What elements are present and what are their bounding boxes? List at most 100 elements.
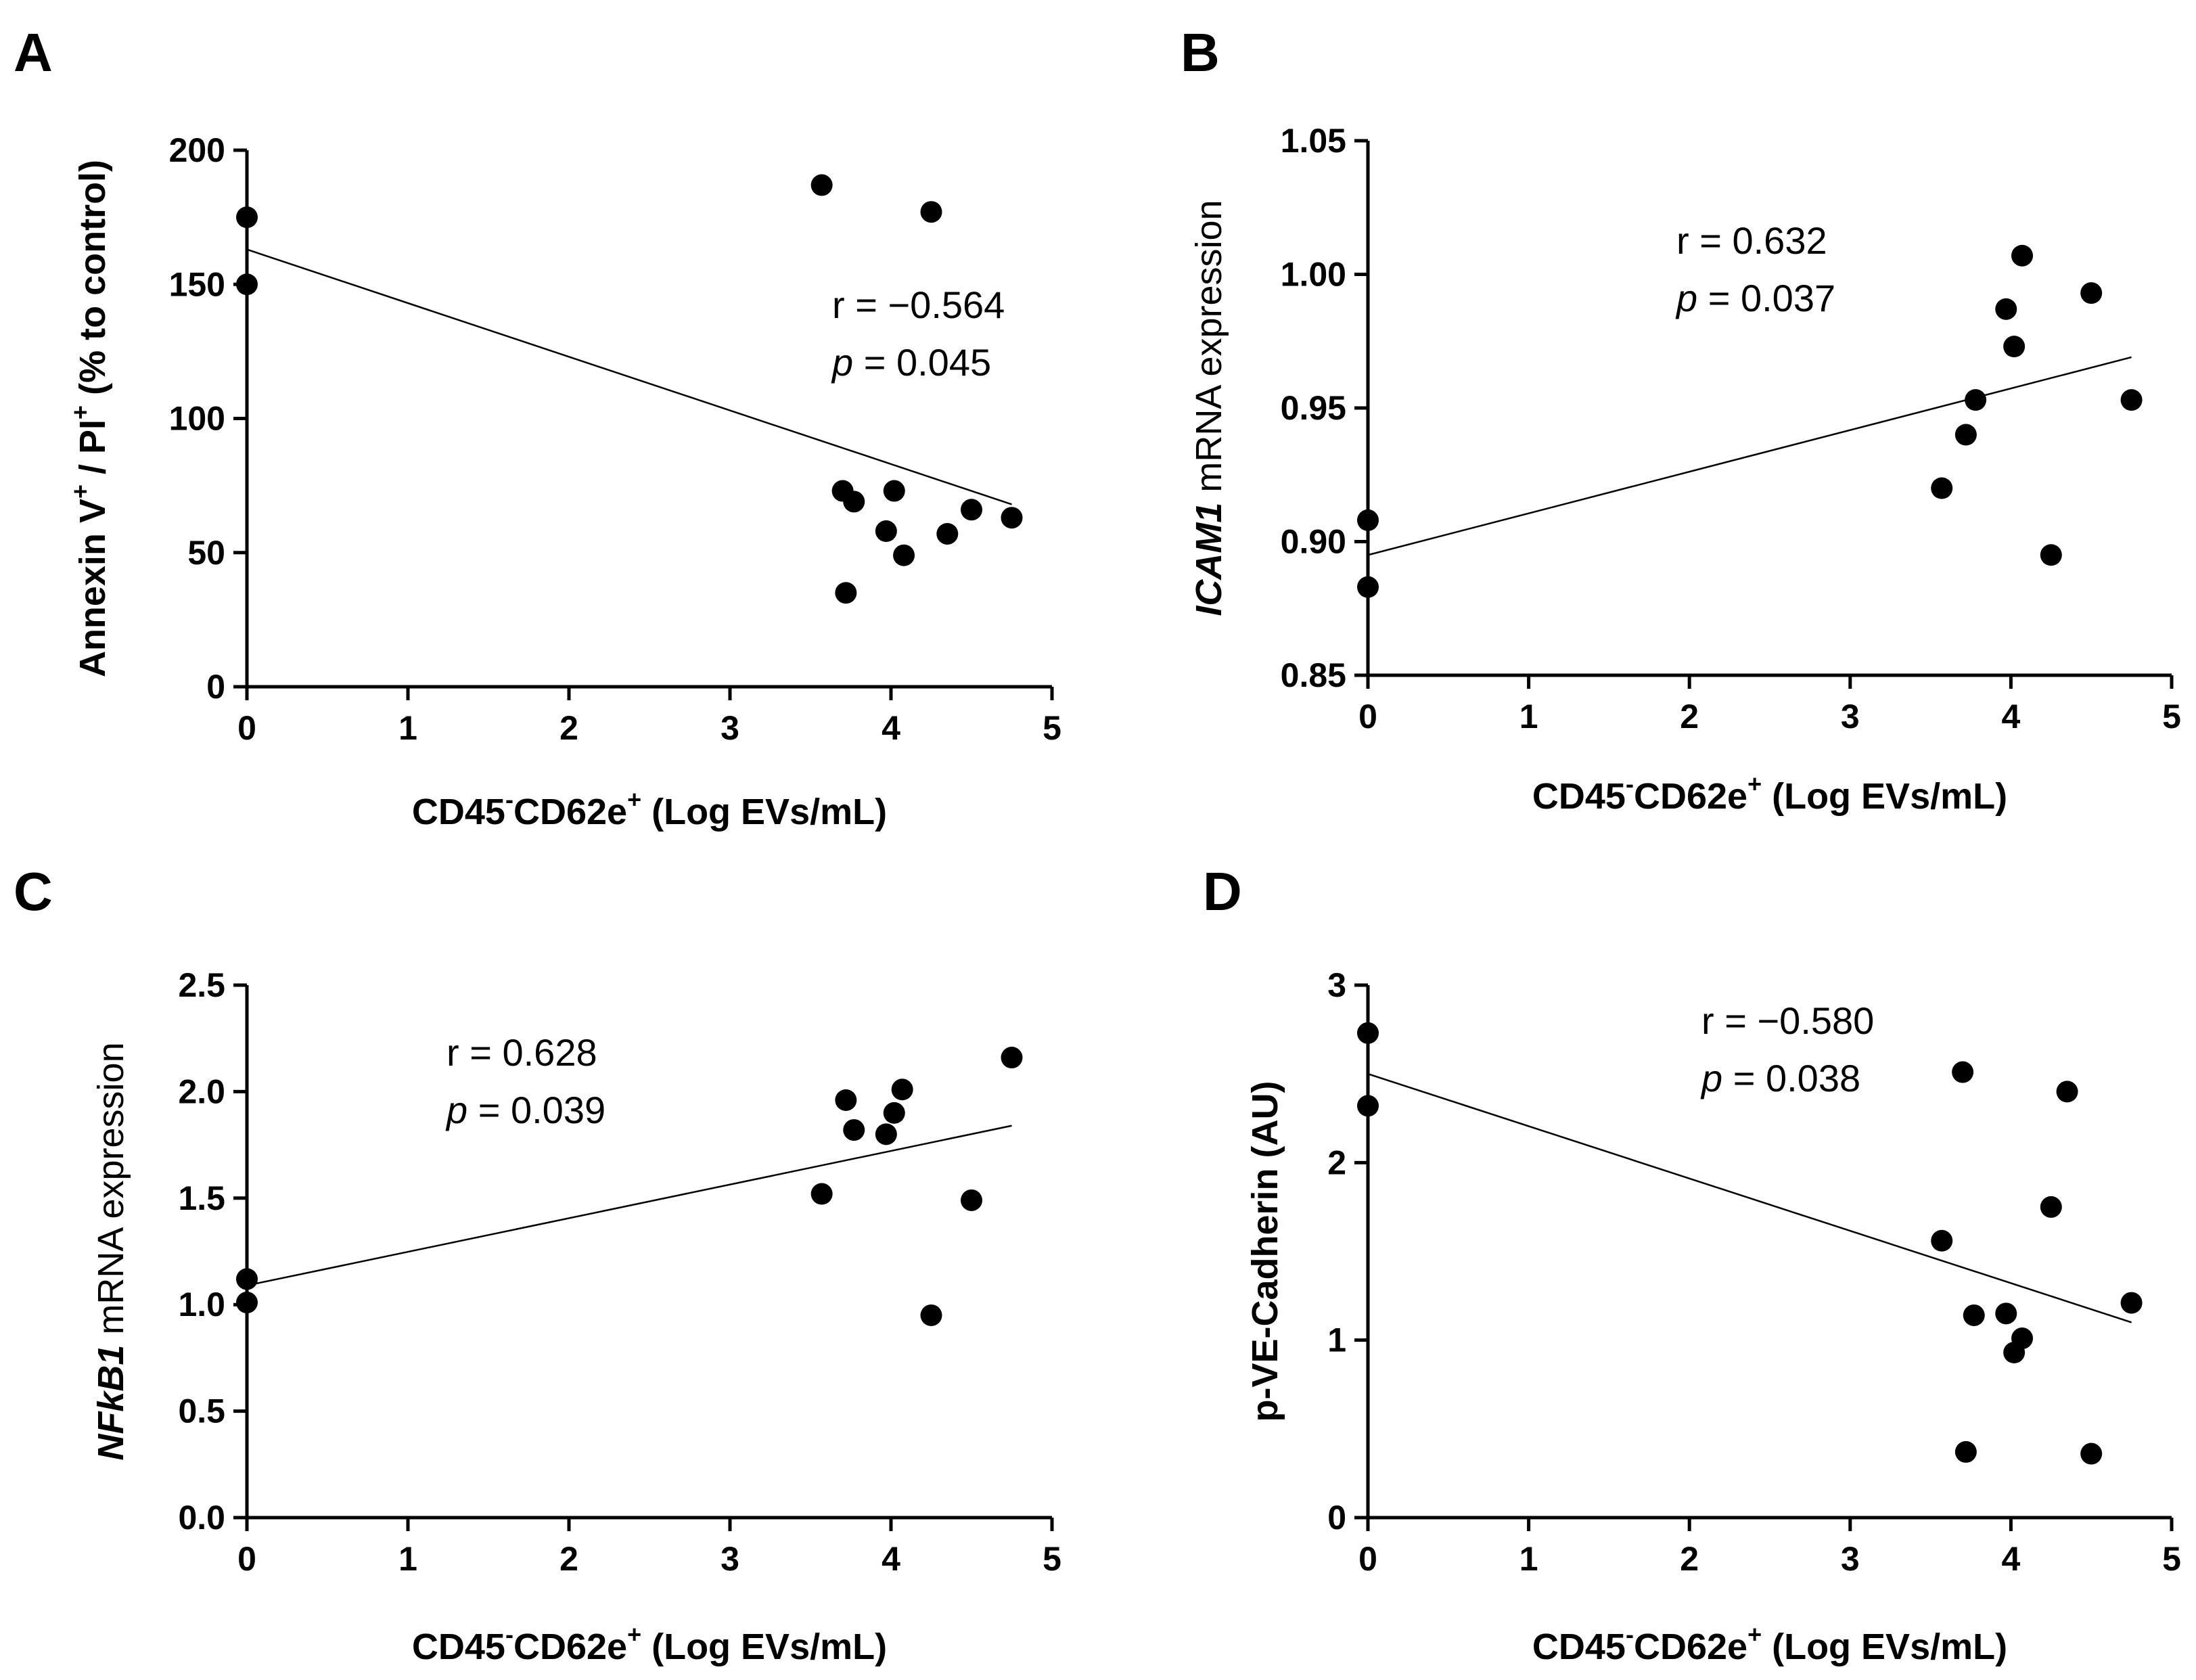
y-tick-label: 50	[187, 534, 225, 572]
y-tick-label: 1.00	[1281, 256, 1346, 294]
data-point	[2040, 544, 2062, 566]
x-tick-label: 4	[882, 709, 900, 747]
y-tick-label: 0.5	[178, 1392, 225, 1430]
x-tick-label: 2	[559, 709, 578, 747]
r-value: r = 0.632	[1676, 219, 1827, 262]
data-point	[1001, 507, 1023, 529]
x-tick-label: 1	[398, 1540, 417, 1578]
y-axis-title: p-VE-Cadherin (AU)	[1245, 1081, 1285, 1422]
y-tick-label: 0	[206, 668, 225, 706]
data-point	[1954, 1440, 1977, 1463]
x-tick-label: 1	[398, 709, 417, 747]
y-tick-label: 3	[1327, 966, 1346, 1004]
x-tick-label: 3	[1841, 1540, 1860, 1578]
y-tick-label: 0.85	[1281, 656, 1346, 694]
y-axis-title: ICAM1 mRNA expression	[1189, 200, 1229, 616]
y-tick-label: 200	[169, 131, 225, 169]
data-point	[236, 206, 258, 229]
data-point	[236, 273, 258, 296]
data-point	[2003, 336, 2026, 358]
x-axis-title: CD45-CD62e+ (Log EVs/mL)	[1532, 1620, 2007, 1667]
y-tick-label: 150	[169, 265, 225, 303]
data-point	[1357, 1022, 1379, 1044]
panel-label: C	[14, 861, 53, 922]
x-tick-label: 1	[1519, 698, 1538, 735]
x-tick-label: 4	[882, 1540, 900, 1578]
regression-line	[1367, 356, 2132, 556]
x-tick-label: 5	[1043, 709, 1061, 747]
y-tick-label: 100	[169, 400, 225, 438]
data-point	[2120, 389, 2143, 411]
data-point	[1931, 1229, 1953, 1252]
data-point	[2080, 282, 2103, 304]
y-axis-title: NFkB1 mRNA expression	[91, 1042, 131, 1460]
y-tick-label: 1.05	[1281, 122, 1346, 160]
data-point	[2080, 1443, 2103, 1465]
regression-line	[246, 248, 1012, 505]
panel-c: C 0 1 2 3 4 5 0.0 0.5 1.0 1.5 2.0 2.5 CD45-CD62e+ (Lo…	[14, 861, 1061, 1667]
y-tick-label: 0.0	[178, 1499, 225, 1537]
data-point	[883, 480, 905, 502]
data-point	[843, 1119, 865, 1141]
x-tick-label: 3	[1841, 698, 1860, 735]
data-point	[1001, 1047, 1023, 1069]
x-axis-title: CD45-CD62e+ (Log EVs/mL)	[1532, 770, 2007, 817]
data-point	[236, 1292, 258, 1314]
x-axis-title: CD45-CD62e+ (Log EVs/mL)	[412, 1620, 887, 1667]
x-tick-label: 3	[720, 709, 739, 747]
data-point	[1995, 1302, 2017, 1325]
data-point	[1954, 424, 1977, 446]
data-point	[893, 544, 915, 566]
data-point	[810, 1183, 833, 1205]
y-tick-label: 0	[1327, 1499, 1346, 1537]
x-tick-label: 0	[237, 709, 256, 747]
y-tick-label: 1.0	[178, 1286, 225, 1323]
data-point	[1357, 576, 1379, 598]
r-value: r = −0.580	[1701, 999, 1874, 1042]
data-point	[810, 174, 833, 196]
data-point	[891, 1079, 913, 1101]
r-value: r = −0.564	[832, 283, 1005, 326]
data-point	[1931, 477, 1953, 499]
regression-line	[1367, 1072, 2132, 1323]
x-tick-label: 3	[720, 1540, 739, 1578]
p-value: p = 0.045	[831, 341, 991, 384]
x-tick-label: 4	[2001, 698, 2020, 735]
x-tick-label: 2	[1680, 698, 1699, 735]
data-point	[961, 499, 982, 521]
data-point	[1952, 1061, 1974, 1083]
y-tick-label: 1	[1327, 1321, 1346, 1359]
y-tick-label: 2.5	[178, 966, 225, 1004]
x-tick-label: 2	[559, 1540, 578, 1578]
data-point	[920, 201, 942, 223]
data-point	[2056, 1081, 2078, 1103]
y-tick-label: 2.0	[178, 1072, 225, 1110]
panel-d: D 0 1 2 3 4 5 0 1 2 3 CD45-CD62e+ (Log EVs/mL) p-VE-…	[1203, 861, 2181, 1667]
data-point	[835, 582, 857, 604]
y-tick-label: 1.5	[178, 1179, 225, 1217]
data-point	[2011, 244, 2034, 267]
x-tick-label: 2	[1680, 1540, 1699, 1578]
data-point	[875, 520, 897, 543]
regression-line	[246, 1125, 1012, 1287]
data-point	[236, 1268, 258, 1290]
x-axis-title: CD45-CD62e+ (Log EVs/mL)	[412, 786, 887, 832]
data-point	[961, 1189, 982, 1211]
data-point	[1995, 298, 2017, 320]
data-point	[920, 1304, 942, 1326]
x-tick-label: 5	[2162, 1540, 2181, 1578]
x-tick-label: 5	[1043, 1540, 1061, 1578]
y-tick-label: 0.90	[1281, 523, 1346, 561]
x-tick-label: 5	[2162, 698, 2181, 735]
x-tick-label: 0	[237, 1540, 256, 1578]
panel-label: B	[1181, 22, 1220, 83]
data-point	[2120, 1292, 2143, 1314]
data-point	[835, 1089, 857, 1111]
data-point	[2040, 1196, 2062, 1218]
y-tick-label: 2	[1327, 1143, 1346, 1181]
panel-b: B 0 1 2 3 4 5 0.85 0.90 0.95 1.00 1.05 CD45-CD62e+ (…	[1181, 22, 2181, 817]
p-value: p = 0.038	[1700, 1057, 1860, 1099]
p-value: p = 0.039	[445, 1089, 605, 1131]
